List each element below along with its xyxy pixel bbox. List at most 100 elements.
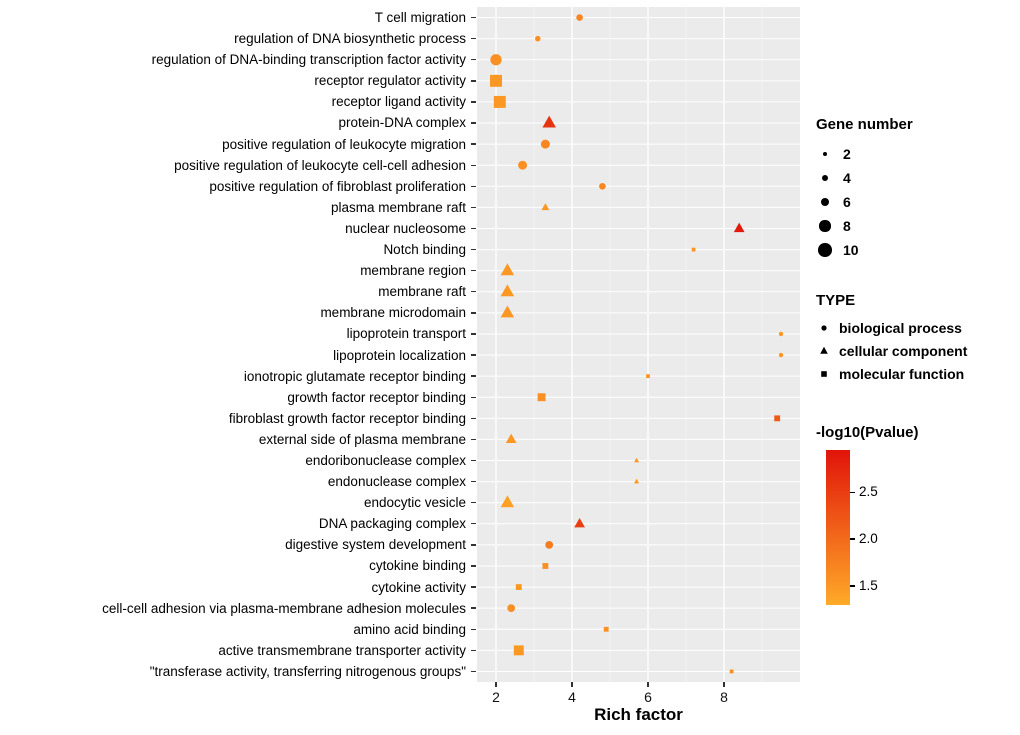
- data-point: [540, 139, 550, 149]
- y-axis-tick: [471, 375, 476, 377]
- data-point: [535, 35, 541, 42]
- x-axis-tick-label: 2: [492, 689, 500, 705]
- y-axis-tick: [471, 417, 476, 420]
- y-axis-tick: [471, 523, 476, 525]
- y-axis-tick: [471, 607, 476, 609]
- y-axis-label: external side of plasma membrane: [258, 431, 466, 447]
- size-dot-icon: [816, 197, 834, 207]
- x-axis-tick-label: 6: [644, 689, 652, 705]
- y-axis-tick: [471, 628, 476, 630]
- x-axis-tick: [495, 682, 497, 687]
- legend-size-label: 2: [843, 146, 851, 162]
- y-axis-tick: [471, 459, 476, 462]
- data-point: [599, 182, 606, 190]
- legend-type-label: biological process: [839, 319, 962, 336]
- legend-colorbar-title: -log10(Pvalue): [816, 424, 919, 441]
- data-point: [500, 305, 515, 318]
- y-axis-tick: [471, 164, 476, 166]
- data-point: [574, 517, 585, 528]
- data-point: [576, 14, 583, 21]
- size-dot: [818, 243, 832, 257]
- data-point: [513, 645, 524, 656]
- y-axis-tick: [471, 649, 476, 652]
- legend-type-title: TYPE: [816, 292, 856, 309]
- y-axis-label: cytokine binding: [369, 558, 466, 574]
- data-point: [778, 331, 784, 337]
- x-axis-tick-label: 8: [720, 689, 728, 705]
- data-point: [646, 374, 650, 379]
- data-point: [545, 540, 554, 549]
- size-dot: [821, 174, 829, 182]
- data-point: [691, 247, 696, 252]
- data-point: [505, 433, 517, 444]
- data-point: [500, 495, 515, 508]
- y-axis-tick: [471, 291, 476, 293]
- size-dot-icon: [816, 151, 834, 157]
- legend-gene-number-title: Gene number: [816, 116, 913, 133]
- y-axis-label: amino acid binding: [353, 621, 466, 637]
- y-axis-tick: [471, 227, 476, 230]
- data-point: [541, 203, 550, 211]
- legend-type-item: molecular function: [816, 362, 967, 385]
- y-axis-label: positive regulation of leukocyte cell-ce…: [174, 157, 466, 173]
- legend-type-label: cellular component: [839, 342, 968, 359]
- legend-type-label: molecular function: [839, 365, 965, 382]
- y-axis-label: digestive system development: [285, 537, 466, 553]
- data-point: [603, 626, 609, 632]
- x-axis-tick: [647, 682, 649, 687]
- y-axis-label: Notch binding: [383, 242, 466, 258]
- y-axis-label: lipoprotein localization: [333, 347, 466, 363]
- data-point: [490, 54, 502, 66]
- x-axis-tick: [571, 682, 573, 687]
- y-axis-tick: [471, 16, 476, 19]
- data-point: [733, 222, 745, 233]
- size-dot-icon: [816, 243, 834, 257]
- data-point: [634, 457, 640, 463]
- y-axis-label: membrane microdomain: [320, 305, 466, 321]
- y-axis-label: regulation of DNA-binding transcription …: [151, 52, 466, 68]
- y-axis-label: "transferase activity, transferring nitr…: [149, 663, 466, 679]
- y-axis-tick: [471, 502, 476, 504]
- colorbar-tick-label: 1.5: [859, 578, 878, 594]
- y-axis-tick: [471, 143, 476, 145]
- size-dot: [822, 151, 828, 157]
- legend-size-label: 6: [843, 194, 851, 210]
- y-axis-tick: [471, 206, 476, 209]
- legend-size-label: 8: [843, 218, 851, 234]
- y-axis-label: cell-cell adhesion via plasma-membrane a…: [102, 600, 466, 616]
- x-axis-tick-label: 4: [568, 689, 576, 705]
- y-axis-label: membrane region: [360, 263, 466, 279]
- y-axis-label: positive regulation of fibroblast prolif…: [209, 178, 466, 194]
- y-axis-tick: [471, 269, 476, 272]
- y-axis-tick: [471, 544, 476, 546]
- y-axis-label: protein-DNA complex: [338, 115, 466, 131]
- size-dot: [820, 197, 830, 207]
- y-axis-tick: [471, 312, 476, 314]
- y-axis-tick: [471, 122, 476, 124]
- data-point: [490, 74, 502, 87]
- legend-size-item: 6: [816, 190, 859, 214]
- legend-type-item: biological process: [816, 316, 967, 339]
- colorbar-tick-label: 2.0: [859, 531, 878, 547]
- y-axis-tick: [471, 248, 476, 251]
- colorbar-tick: [850, 538, 855, 540]
- y-axis-label: growth factor receptor binding: [287, 389, 466, 405]
- y-axis-label: lipoprotein transport: [346, 326, 466, 342]
- y-axis-tick: [471, 80, 476, 82]
- size-dot-icon: [816, 174, 834, 182]
- legend-type-items: biological process cellular component mole…: [816, 316, 967, 385]
- plot-points-layer: [477, 7, 800, 682]
- data-point: [493, 95, 506, 108]
- legend-size-label: 10: [843, 242, 859, 258]
- y-axis-label: cytokine activity: [371, 579, 466, 595]
- y-axis-tick: [471, 59, 476, 61]
- y-axis-label: receptor ligand activity: [331, 94, 466, 110]
- legend-size-label: 4: [843, 170, 851, 186]
- circle-icon: [816, 321, 832, 335]
- y-axis-label: T cell migration: [374, 10, 466, 25]
- data-point: [500, 263, 515, 276]
- colorbar-tick: [850, 491, 855, 494]
- y-axis-label: active transmembrane transporter activit…: [218, 642, 466, 658]
- data-point: [500, 284, 515, 297]
